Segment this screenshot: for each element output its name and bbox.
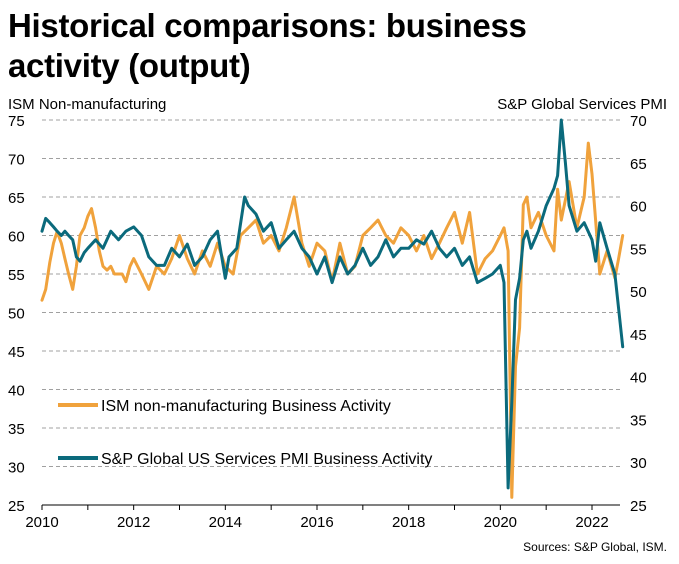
left-tick-label: 25 [8, 498, 25, 515]
legend: ISM non-manufacturing Business Activity … [58, 398, 432, 468]
x-tick-label: 2020 [484, 514, 517, 531]
left-axis-title: ISM Non-manufacturing [8, 96, 167, 113]
left-tick-label: 55 [8, 267, 25, 284]
x-tick-label: 2014 [209, 514, 242, 531]
left-tick-label: 65 [8, 190, 25, 207]
right-tick-label: 25 [630, 498, 647, 515]
left-tick-label: 40 [8, 383, 25, 400]
right-tick-label: 40 [630, 370, 647, 387]
x-tick-label: 2016 [300, 514, 333, 531]
chart-title: Historical comparisons: business activit… [8, 7, 527, 84]
left-tick-label: 35 [8, 421, 25, 438]
right-axis-ticks: 25 30 35 40 45 50 55 60 65 70 [630, 113, 647, 515]
x-tick-label: 2022 [575, 514, 608, 531]
right-tick-label: 60 [630, 199, 647, 216]
right-tick-label: 70 [630, 113, 647, 130]
legend-label-spglobal: S&P Global US Services PMI Business Acti… [101, 451, 432, 468]
right-tick-label: 35 [630, 412, 647, 429]
series-line-spglobal [40, 118, 625, 490]
right-tick-label: 30 [630, 455, 647, 472]
right-axis-title: S&P Global Services PMI [497, 96, 667, 113]
left-axis-ticks: 25 30 35 40 45 50 55 60 65 70 75 [8, 113, 25, 515]
right-tick-label: 45 [630, 327, 647, 344]
x-tick-label: 2012 [117, 514, 150, 531]
series-line-ism [40, 141, 625, 499]
x-tick-label: 2018 [392, 514, 425, 531]
left-tick-label: 75 [8, 113, 25, 130]
left-tick-label: 45 [8, 344, 25, 361]
right-tick-label: 50 [630, 284, 647, 301]
left-tick-label: 60 [8, 229, 25, 246]
left-tick-label: 70 [8, 152, 25, 169]
x-tick-label: 2010 [25, 514, 58, 531]
left-tick-label: 30 [8, 460, 25, 477]
left-tick-label: 50 [8, 306, 25, 323]
right-tick-label: 55 [630, 241, 647, 258]
legend-label-ism: ISM non-manufacturing Business Activity [101, 398, 391, 415]
source-note: Sources: S&P Global, ISM. [523, 540, 667, 554]
x-axis: 2010 2012 2014 2016 2018 2020 2022 [25, 504, 620, 531]
right-tick-label: 65 [630, 156, 647, 173]
series-lines [40, 118, 625, 499]
